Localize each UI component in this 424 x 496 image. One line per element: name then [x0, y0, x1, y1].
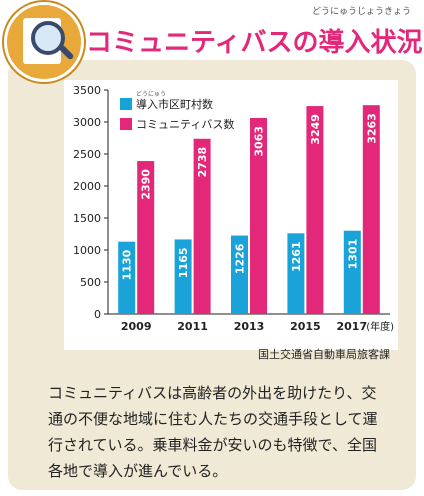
y-tick-label: 3500 — [73, 84, 101, 97]
bar-community-buses — [362, 105, 380, 314]
bar-value-label: 1165 — [177, 247, 190, 278]
description-line: 各地で導入が進んでいる。 — [48, 462, 228, 480]
x-unit-label: (年度) — [366, 320, 394, 333]
bar-value-label: 2738 — [196, 147, 209, 178]
bar-value-label: 3249 — [309, 114, 322, 145]
description-text: コミュニティバスは高齢者の外出を助けたり、交 通の不便な地域に住む人たちの交通手… — [48, 380, 408, 484]
description-line: 通の不便な地域に住む人たちの交通手段として運 — [48, 410, 378, 428]
chart-panel: 0 500 1000 1500 2000 2500 3000 3500 1130 2390 2009… — [64, 80, 398, 350]
description-line: 行されている。乗車料金が安いのも特徴で、全国 — [48, 436, 377, 454]
bar-value-label: 3063 — [253, 126, 266, 157]
bar-value-label: 2390 — [140, 169, 153, 200]
bar-value-label: 1226 — [234, 243, 247, 274]
bar-municipalities — [118, 241, 136, 314]
y-tick-label: 2500 — [73, 148, 101, 161]
y-tick-label: 500 — [80, 276, 101, 289]
bar-value-label: 1261 — [290, 241, 303, 272]
bar-community-buses — [137, 161, 155, 314]
bar-community-buses — [193, 138, 211, 314]
x-tick-label: 2015 — [290, 320, 321, 333]
bar-value-label: 1301 — [346, 239, 359, 270]
legend-label: コミュニティバス数 — [136, 118, 234, 131]
description-line: コミュニティバスは高齢者の外出を助けたり、交 — [48, 384, 377, 402]
source-credit: 国土交通省自動車局旅客課 — [258, 348, 390, 361]
legend-ruby: どうにゅう — [136, 90, 166, 98]
legend-label: 導入市区町村数 — [136, 97, 213, 111]
bar-municipalities — [287, 233, 305, 314]
title-ruby: どうにゅうじょうきょう — [312, 7, 412, 17]
y-tick-label: 3000 — [73, 116, 101, 129]
bar-chart: 0 500 1000 1500 2000 2500 3000 3500 1130 2390 2009… — [73, 84, 394, 333]
bar-value-label: 3263 — [365, 113, 378, 144]
x-tick-label: 2011 — [177, 320, 208, 333]
bar-community-buses — [306, 106, 324, 314]
y-tick-label: 2000 — [73, 180, 101, 193]
y-tick-label: 1000 — [73, 244, 101, 257]
x-tick-label: 2009 — [121, 320, 152, 333]
magnifier-chart-icon — [4, 2, 84, 82]
legend-swatch — [120, 118, 132, 130]
bar-municipalities — [343, 230, 361, 314]
bar-municipalities — [174, 239, 192, 314]
page-title: コミュニティバスの導入状況 — [86, 28, 423, 58]
x-tick-label: 2013 — [234, 320, 265, 333]
legend-swatch — [120, 98, 132, 110]
x-tick-label: 2017 — [336, 320, 367, 333]
bar-community-buses — [250, 117, 267, 314]
bar-municipalities — [231, 235, 248, 314]
y-tick-label: 1500 — [73, 212, 101, 225]
y-tick-label: 0 — [94, 308, 101, 321]
bar-value-label: 1130 — [121, 249, 134, 280]
